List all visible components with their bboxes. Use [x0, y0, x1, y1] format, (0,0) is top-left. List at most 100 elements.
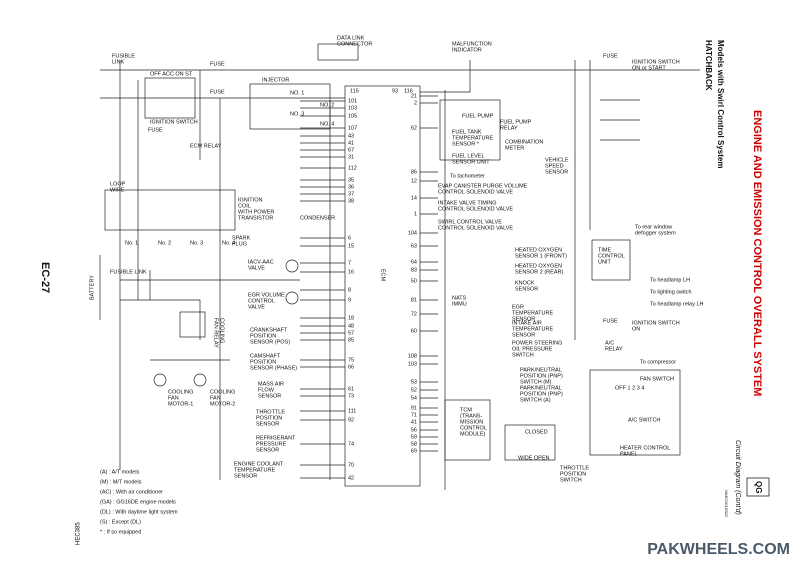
component-label: NO. 4 [320, 121, 334, 127]
component-label: To tachometer [450, 173, 485, 179]
pin-number: 83 [411, 267, 417, 273]
component-label: SPARK [232, 235, 251, 241]
legend-entry: (GA) : GG16DE engine models [100, 499, 176, 505]
component-label: TRANSISTOR [238, 215, 273, 221]
component-label: FLOW [258, 387, 275, 393]
component-label: SENSOR [258, 393, 281, 399]
component-label: POSITION (PNP) [520, 373, 563, 379]
pin-number: 116 [404, 88, 413, 94]
component-label: SWITCH [560, 477, 582, 483]
component-label: TEMPERATURE [452, 135, 493, 141]
component-label: IGNITION SWITCH [632, 59, 680, 65]
pin-number: 18 [348, 315, 354, 321]
component-label: INDICATOR [452, 47, 482, 53]
component-label: SENSOR * [452, 141, 480, 147]
pin-number: 35 [348, 177, 354, 183]
component-label: To headlamp LH [650, 277, 690, 283]
section-box [746, 477, 770, 497]
component-label: CAMSHAFT [250, 353, 281, 359]
pin-number: 60 [411, 328, 417, 334]
component-label: UNIT [598, 259, 611, 265]
iacv-motor [285, 259, 299, 273]
wires [99, 43, 770, 497]
component-label: FUEL PUMP [500, 119, 532, 125]
pin-number: 41 [411, 419, 417, 425]
pin-number: 14 [411, 195, 417, 201]
component-label: COOLING [219, 318, 225, 343]
section: QG [754, 481, 763, 493]
pin-number: 6 [348, 235, 351, 241]
component-label: FAN SWITCH [640, 376, 674, 382]
component-label: CONDENSER [300, 215, 335, 221]
pin-number: 101 [348, 98, 357, 104]
component-label: BATTERY [89, 275, 95, 300]
component-label: No. 4 [222, 240, 235, 246]
pin-number: 70 [348, 462, 354, 468]
pin-number: 31 [348, 154, 354, 160]
component-label: EGR [512, 304, 524, 310]
pin-number: 42 [348, 475, 354, 481]
heater-panel-box [589, 369, 681, 456]
ecm-label: ECM [380, 269, 386, 282]
component-label: COIL [238, 203, 251, 209]
component-label: CONTROL SOLENOID VALVE [438, 206, 513, 212]
pin-number: 103 [348, 105, 357, 111]
pin-number: 115 [350, 88, 359, 94]
data-link-connector [317, 43, 359, 61]
component-label: EGR VOLUME [248, 292, 285, 298]
legend-entry: (M) : M/T models [100, 479, 142, 485]
component-label: ON or START [632, 65, 666, 71]
pin-number: 66 [348, 364, 354, 370]
pin-number: 74 [348, 441, 354, 447]
component-label: VEHICLE [545, 157, 569, 163]
component-label: NO. 1 [290, 90, 304, 96]
component-label: IGNITION SWITCH [150, 119, 198, 125]
component-label: PRESSURE [256, 441, 287, 447]
pin-number: 67 [348, 147, 354, 153]
component-label: HEATED OXYGEN [515, 247, 562, 253]
component-label: IACV-AAC [248, 259, 274, 265]
ecm-box [344, 85, 421, 487]
component-label: IMMU [452, 301, 467, 307]
component-label: TCM [460, 407, 472, 413]
component-label: POSITION (PNP) [520, 391, 563, 397]
component-label: MISSION [460, 419, 483, 425]
component-label: SENSOR [256, 447, 279, 453]
pin-number: 61 [348, 386, 354, 392]
model: HATCHBACK [704, 40, 713, 91]
component-label: FUEL TANK [452, 129, 482, 135]
component-label: CONTROL [248, 298, 275, 304]
pin-number: 81 [411, 297, 417, 303]
component-label: OIL PRESSURE [512, 346, 553, 352]
component-label: No. 1 [125, 240, 138, 246]
pin-number: 52 [411, 387, 417, 393]
component-label: CONNECTOR [337, 41, 372, 47]
watermark: PAKWHEELS.COM [647, 541, 790, 558]
component-label: ON [632, 326, 640, 332]
component-label: VALVE [248, 265, 265, 271]
component-label: FAN [210, 395, 221, 401]
component-label: HEATER CONTROL [620, 445, 670, 451]
component-label: CLOSED [525, 429, 548, 435]
component-label: ECM RELAY [190, 143, 222, 149]
component-label: SENSOR (PHASE) [250, 365, 297, 371]
component-label: FAN [168, 395, 179, 401]
legend-entry: (S) : Except (DL) [100, 519, 141, 525]
component-label: RELAY [605, 346, 623, 352]
component-label: FUSIBLE [112, 53, 135, 59]
component-label: FUSE [148, 127, 163, 133]
pin-number: 86 [411, 169, 417, 175]
component-label: SENSOR UNIT [452, 159, 490, 165]
component-label: INTAKE VALVE TIMING [438, 200, 497, 206]
component-label: OFF 1 2 3 4 [615, 385, 644, 391]
pin-number: 8 [348, 287, 351, 293]
pin-number: 50 [411, 278, 417, 284]
component-label: TEMPERATURE [512, 310, 553, 316]
pin-number: 92 [348, 417, 354, 423]
component-label: OFF ACC ON ST [150, 71, 193, 77]
component-label: No. 3 [190, 240, 203, 246]
pin-number: 2 [414, 100, 417, 106]
component-label: SPEED [545, 163, 564, 169]
